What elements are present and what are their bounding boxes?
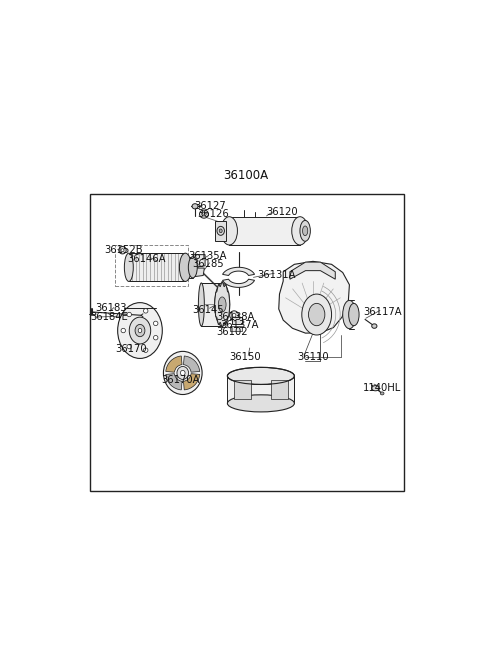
- Text: 36183: 36183: [96, 303, 127, 313]
- Ellipse shape: [372, 324, 377, 328]
- Ellipse shape: [348, 303, 359, 325]
- Ellipse shape: [119, 247, 126, 254]
- Text: 36145: 36145: [192, 304, 224, 315]
- Ellipse shape: [180, 371, 185, 375]
- Polygon shape: [223, 267, 254, 276]
- Ellipse shape: [129, 317, 151, 344]
- Ellipse shape: [121, 249, 124, 252]
- Polygon shape: [234, 380, 251, 399]
- Wedge shape: [166, 356, 182, 372]
- Ellipse shape: [215, 283, 230, 326]
- Text: 36135A: 36135A: [188, 251, 227, 261]
- Wedge shape: [183, 356, 200, 372]
- Ellipse shape: [154, 335, 158, 340]
- Ellipse shape: [135, 325, 145, 337]
- Text: 36152B: 36152B: [105, 245, 143, 255]
- Polygon shape: [290, 262, 335, 279]
- Text: 36126: 36126: [198, 209, 229, 218]
- Ellipse shape: [300, 220, 311, 241]
- Ellipse shape: [138, 328, 142, 333]
- Ellipse shape: [124, 253, 133, 281]
- Bar: [90, 194, 404, 491]
- Bar: [215, 221, 226, 241]
- Wedge shape: [183, 374, 200, 390]
- Ellipse shape: [302, 294, 332, 335]
- Polygon shape: [223, 279, 254, 287]
- Ellipse shape: [144, 348, 148, 352]
- Text: 36131A: 36131A: [257, 270, 296, 279]
- Bar: [202, 283, 222, 326]
- Text: 1140HL: 1140HL: [363, 383, 401, 393]
- Text: 36146A: 36146A: [127, 254, 166, 264]
- Ellipse shape: [228, 395, 294, 412]
- Text: 36137A: 36137A: [221, 319, 259, 329]
- Bar: [228, 376, 294, 403]
- Text: 36117A: 36117A: [363, 307, 402, 317]
- Ellipse shape: [309, 303, 325, 325]
- Text: 36150: 36150: [229, 352, 261, 361]
- Ellipse shape: [127, 344, 132, 349]
- Bar: [229, 216, 300, 245]
- Ellipse shape: [292, 216, 308, 245]
- Ellipse shape: [218, 297, 226, 312]
- Ellipse shape: [180, 253, 192, 281]
- Ellipse shape: [121, 328, 125, 333]
- Polygon shape: [271, 380, 288, 399]
- Ellipse shape: [372, 386, 379, 391]
- Polygon shape: [195, 268, 204, 277]
- Text: 36184E: 36184E: [91, 312, 128, 322]
- Ellipse shape: [177, 367, 189, 379]
- Ellipse shape: [192, 203, 198, 209]
- Ellipse shape: [127, 312, 132, 317]
- Polygon shape: [193, 255, 205, 267]
- Polygon shape: [215, 281, 230, 328]
- Ellipse shape: [221, 216, 238, 245]
- Ellipse shape: [232, 314, 236, 317]
- Ellipse shape: [118, 302, 162, 358]
- Text: 36138A: 36138A: [216, 312, 254, 322]
- Ellipse shape: [200, 210, 208, 218]
- Ellipse shape: [380, 392, 384, 395]
- Bar: [232, 317, 242, 324]
- Text: 36110: 36110: [297, 352, 329, 361]
- Text: 36102: 36102: [216, 327, 248, 337]
- Ellipse shape: [343, 300, 356, 329]
- Ellipse shape: [188, 256, 197, 278]
- Ellipse shape: [144, 308, 148, 313]
- Bar: [230, 325, 241, 331]
- Polygon shape: [279, 261, 349, 333]
- Text: 36185: 36185: [192, 258, 224, 268]
- Text: 36120: 36120: [266, 207, 298, 217]
- Ellipse shape: [202, 213, 206, 216]
- Bar: [129, 253, 185, 281]
- Ellipse shape: [217, 226, 225, 236]
- Text: 36170: 36170: [115, 344, 147, 354]
- Text: 36100A: 36100A: [223, 169, 269, 182]
- Ellipse shape: [163, 352, 202, 394]
- Ellipse shape: [302, 226, 308, 236]
- Ellipse shape: [229, 311, 239, 319]
- Text: 36127: 36127: [194, 201, 226, 211]
- Ellipse shape: [228, 367, 294, 384]
- Wedge shape: [166, 374, 182, 390]
- Ellipse shape: [198, 283, 204, 326]
- Ellipse shape: [154, 321, 158, 325]
- Ellipse shape: [219, 229, 222, 233]
- Text: 36170A: 36170A: [161, 375, 200, 385]
- Bar: [115, 245, 188, 286]
